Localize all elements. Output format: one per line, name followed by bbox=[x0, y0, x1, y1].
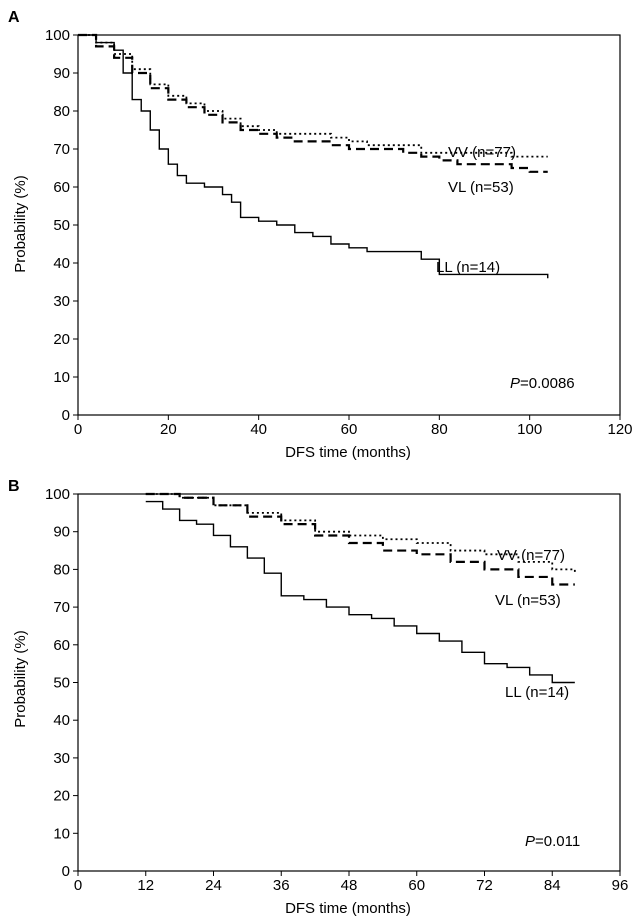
panel-b-ylabel: Probability (%) bbox=[12, 630, 29, 728]
panel-a-ytick-label: 50 bbox=[53, 217, 70, 234]
panel-a-ylabel: Probability (%) bbox=[12, 175, 29, 273]
panel-a-ytick-label: 60 bbox=[53, 179, 70, 196]
panel-a-ytick-label: 80 bbox=[53, 103, 70, 120]
panel-b-ytick-label: 10 bbox=[53, 825, 70, 842]
panel-a-series-ll-curve bbox=[78, 34, 549, 279]
panel-a-xtick-label: 40 bbox=[250, 421, 267, 438]
panel-a-p-value: =0.0086 bbox=[520, 375, 575, 392]
panel-b-xtick-label: 60 bbox=[408, 877, 425, 894]
panel-b-series-label: LL (n=14) bbox=[505, 684, 569, 701]
panel-a-p-symbol: P bbox=[510, 375, 520, 392]
panel-b-xtick-label: 36 bbox=[273, 877, 290, 894]
panel-b-p-value: =0.011 bbox=[535, 833, 580, 850]
panel-b-xtick-label: 72 bbox=[476, 877, 493, 894]
panel-a-ytick-label: 20 bbox=[53, 331, 70, 348]
panel-a-series-label: LL (n=14) bbox=[436, 259, 500, 276]
panel-a-series-label: VV (n=77) bbox=[448, 144, 516, 161]
panel-a-ytick-label: 40 bbox=[53, 255, 70, 272]
panel-b-xtick-label: 48 bbox=[341, 877, 358, 894]
panel-a-xtick-label: 80 bbox=[431, 421, 448, 438]
panel-b-xtick-label: 96 bbox=[612, 877, 629, 894]
panel-b-ytick-label: 80 bbox=[53, 561, 70, 578]
panel-a-xtick-label: 0 bbox=[74, 421, 82, 438]
panel-a-series-vv-curve bbox=[78, 34, 548, 158]
panel-a-ytick-label: 0 bbox=[62, 407, 70, 424]
panel-a-ytick-label: 100 bbox=[45, 27, 70, 44]
panel-a-xtick-label: 60 bbox=[341, 421, 358, 438]
panel-a-label: A bbox=[8, 9, 20, 26]
panel-b-xtick-label: 12 bbox=[137, 877, 154, 894]
panel-b-ytick-label: 50 bbox=[53, 675, 70, 692]
panel-b-series-label: VV (n=77) bbox=[497, 547, 565, 564]
panel-a-ytick-label: 30 bbox=[53, 293, 70, 310]
panel-b-series-vl-curve bbox=[145, 492, 575, 586]
panel-b-ytick-label: 30 bbox=[53, 750, 70, 767]
panel-b-label: B bbox=[8, 478, 20, 495]
panel-b-ytick-label: 40 bbox=[53, 712, 70, 729]
panel-b-xtick-label: 84 bbox=[544, 877, 561, 894]
panel-a-p-annotation: P=0.0086 bbox=[510, 375, 575, 392]
panel-b-xlabel: DFS time (months) bbox=[285, 900, 411, 917]
panel-a-ytick-label: 10 bbox=[53, 369, 70, 386]
panel-b-ytick-label: 20 bbox=[53, 788, 70, 805]
panel-b-series-ll-curve bbox=[145, 500, 575, 684]
panel-b-xtick-label: 24 bbox=[205, 877, 222, 894]
panel-a-xtick-label: 100 bbox=[517, 421, 542, 438]
panel-a-xtick-label: 20 bbox=[160, 421, 177, 438]
panel-a-series-vl-curve bbox=[78, 33, 548, 173]
panel-b-p-symbol: P bbox=[525, 833, 535, 850]
panel-a-xtick-label: 120 bbox=[607, 421, 632, 438]
panel-b-ytick-label: 90 bbox=[53, 524, 70, 541]
panel-a: A 0 10 20 30 40 50 60 70 80 90 100 0 20 40 60 80 100 120 V… bbox=[8, 9, 633, 461]
panel-b-ytick-label: 100 bbox=[45, 486, 70, 503]
panel-b-ytick-label: 70 bbox=[53, 599, 70, 616]
panel-b-xtick-label: 0 bbox=[74, 877, 82, 894]
panel-b-series-label: VL (n=53) bbox=[495, 592, 561, 609]
panel-a-ytick-label: 70 bbox=[53, 141, 70, 158]
panel-b-ytick-label: 60 bbox=[53, 637, 70, 654]
panel-b: B 0 10 20 30 40 50 60 70 80 90 100 0 12 24 36 48 60 72 84 9… bbox=[8, 478, 628, 917]
panel-a-series-label: VL (n=53) bbox=[448, 179, 514, 196]
panel-a-xlabel: DFS time (months) bbox=[285, 444, 411, 461]
panel-a-ytick-label: 90 bbox=[53, 65, 70, 82]
panel-b-p-annotation: P=0.011 bbox=[525, 833, 580, 850]
panel-b-ytick-label: 0 bbox=[62, 863, 70, 880]
